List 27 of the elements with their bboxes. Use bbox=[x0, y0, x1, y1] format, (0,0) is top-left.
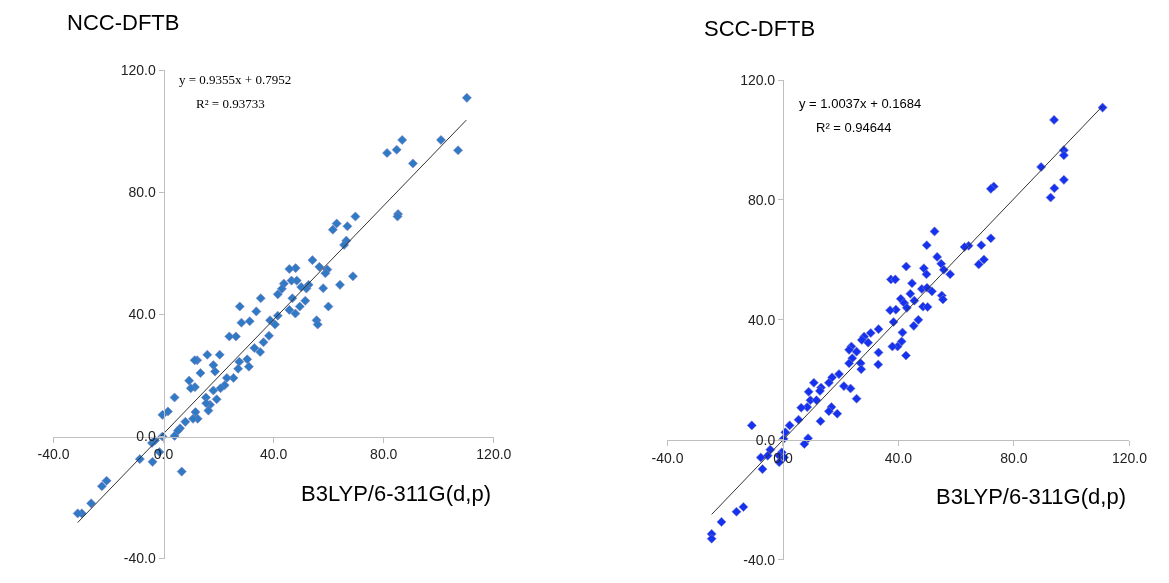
y-tick-label: 0.0 bbox=[136, 428, 156, 445]
chart-title: SCC-DFTB bbox=[704, 16, 816, 41]
x-tick-label: 40.0 bbox=[884, 449, 913, 466]
y-tick-label: -40.0 bbox=[743, 551, 776, 568]
x-tick-label: -40.0 bbox=[651, 449, 684, 466]
y-tick-label: 0.0 bbox=[755, 431, 776, 448]
y-tick-label: 80.0 bbox=[747, 191, 776, 208]
y-tick-label: 80.0 bbox=[128, 184, 156, 201]
x-tick-label: 80.0 bbox=[1000, 449, 1028, 466]
annotation: y = 0.9355x + 0.7952 bbox=[179, 72, 292, 87]
chart-title: NCC-DFTB bbox=[67, 10, 180, 35]
y-tick-label: 120.0 bbox=[120, 62, 156, 79]
y-tick-label: 120.0 bbox=[740, 71, 776, 88]
x-tick-label: 120.0 bbox=[476, 446, 512, 463]
annotation: R² = 0.93733 bbox=[196, 96, 265, 111]
x-axis-title: B3LYP/6-311G(d,p) bbox=[301, 481, 491, 506]
x-tick-label: 120.0 bbox=[1111, 449, 1148, 466]
x-tick-label: -40.0 bbox=[37, 446, 70, 463]
y-tick-label: 40.0 bbox=[128, 306, 156, 323]
y-tick-label: -40.0 bbox=[123, 550, 156, 567]
annotation: R² = 0.94644 bbox=[816, 120, 892, 135]
x-tick-label: 80.0 bbox=[370, 446, 398, 463]
x-axis-title: B3LYP/6-311G(d,p) bbox=[936, 484, 1126, 509]
x-tick-label: 40.0 bbox=[260, 446, 288, 463]
y-tick-label: 40.0 bbox=[747, 311, 776, 328]
x-tick-label: 0.0 bbox=[153, 446, 174, 463]
annotation: y = 1.0037x + 0.1684 bbox=[799, 96, 922, 111]
